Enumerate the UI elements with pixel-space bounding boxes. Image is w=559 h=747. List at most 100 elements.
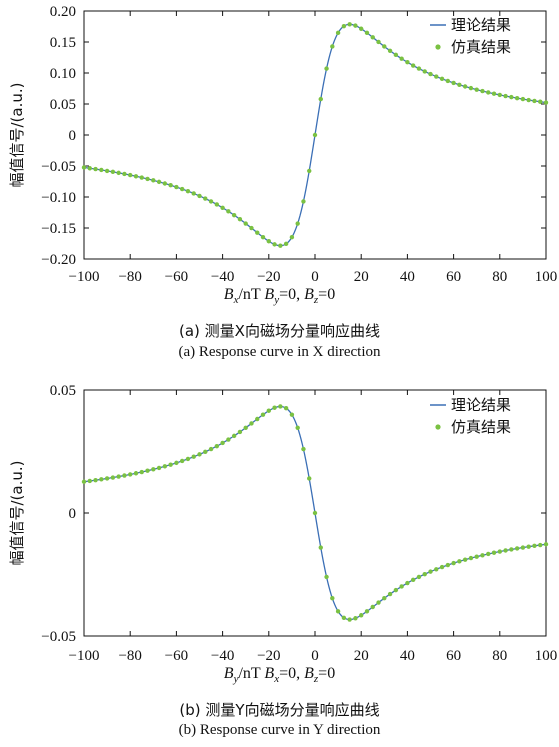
chart-a-sim-point [260,234,266,240]
chart-b-svg: −100 −80 −60 −40 −20 0 20 40 60 80 100 0.05 0 −0.05 幅值… [8,383,558,664]
chart-b-sim-point [520,545,526,550]
chart-a-sim-point [133,174,139,179]
chart-a-x-tick-label: −20 [257,269,280,285]
chart-b-sim-point [191,454,196,459]
chart-b-sim-point [81,479,87,484]
chart-b-sim-point [318,545,323,550]
chart-b-sim-point [174,460,179,466]
chart-b-sim-point [156,465,162,471]
chart-b-sim-point [104,476,110,481]
chart-a-sim-point [387,48,393,53]
chart-b-legend-marker-swatch [435,424,441,430]
chart-a-y-tick-label: −0.10 [41,190,76,206]
chart-b-sim-point [364,609,370,614]
chart-b-x-tick-label: 80 [492,648,507,664]
chart-b-x-tick-label: −80 [118,648,141,664]
chart-b-y-tick-label: 0 [69,506,77,522]
chart-b-sim-point [185,456,191,462]
chart-b-sim-point [382,596,387,601]
chart-b-sim-point [474,554,479,559]
chart-a-sim-point [353,23,358,28]
chart-b-sim-point [226,437,231,442]
chart-a-sim-point [468,85,474,91]
chart-b-sim-point [393,587,399,593]
chart-a-sim-point [509,94,514,100]
chart-a-sim-point [312,132,318,138]
chart-a-sim-point [243,221,248,226]
chart-a-sim-point [289,234,295,240]
chart-b-sim-point [203,449,208,455]
chart-b-x-tick-label: 60 [446,648,461,664]
chart-b-y-tick-label: 0.05 [50,383,76,399]
chart-a-x-tick-label: −80 [118,269,141,285]
chart-a-sim-point [145,176,150,182]
chart-a-sim-point [283,241,289,247]
chart-b-sim-point [87,478,92,484]
chart-b-sim-point [376,600,381,605]
chart-a-sim-point [457,82,462,87]
chart-b-x-tick-label: 0 [311,648,319,664]
chart-b-sim-point [243,425,248,430]
chart-a-y-tick-label: 0.05 [50,97,76,113]
chart-a-sim-point [301,199,306,204]
chart-b-sim-point [480,553,485,558]
chart-b-sim-point [451,560,456,566]
chart-a-sim-point [99,167,104,173]
chart-a-sim-point [87,166,92,171]
chart-a-sim-point [370,35,375,40]
chart-a-sim-point [139,175,144,180]
chart-a-sim-point [405,60,410,65]
chart-b-sim-point [491,550,497,555]
chart-b-sim-point [457,559,462,564]
chart-a-sim-point [526,97,531,103]
chart-a-sim-point [491,91,497,96]
chart-b-sim-point [399,584,404,589]
chart-a-sim-point [162,181,168,186]
chart-a-sim-point [376,39,381,45]
chart-b-x-tick-label: −60 [165,648,188,664]
chart-a-sim-point [278,243,283,248]
chart-a-legend-label-theory: 理论结果 [451,16,511,34]
chart-b-sim-point [122,473,127,478]
chart-a-sim-point [93,166,98,172]
chart-b-x-tick-label: 100 [535,648,558,664]
chart-b-sim-point [422,571,427,577]
chart-b-sim-point [462,557,468,562]
chart-b-sim-point [162,464,168,469]
chart-a-sim-point [191,191,196,196]
chart-a-y-tick-label: −0.20 [41,252,76,268]
chart-a-ylabel: 幅值信号/(a.u.) [8,83,26,188]
chart-a-sim-point [514,95,520,101]
chart-b-sim-point [278,404,283,409]
chart-a-sim-point [128,172,133,178]
chart-a-caption-en: (a) Response curve in X direction [178,344,381,360]
chart-a-y-tick-label: 0.15 [50,35,76,51]
chart-b-sim-point [410,577,416,583]
chart-b-sim-point [439,564,445,570]
chart-a-sim-point [462,84,468,89]
chart-a-sim-point [480,88,485,94]
chart-a-x-tick-label: 40 [400,269,415,285]
chart-a-sim-point [179,186,185,192]
chart-b-sim-point [445,562,451,568]
chart-b-sim-point [353,616,358,621]
chart-a-legend-marker-swatch [435,44,441,50]
chart-a-sim-point [324,66,329,71]
chart-a-sim-point [439,76,445,82]
chart-a-sim-point [451,80,456,86]
chart-b-sim-point [110,475,116,480]
chart-b-sim-point [497,549,502,554]
chart-a-sim-point [185,188,191,194]
chart-a-sim-point [104,168,110,174]
chart-b-sim-point [197,452,202,457]
chart-a-sim-point [335,30,341,36]
chart-b-sim-point [266,408,271,413]
chart-a-sim-point [168,183,173,188]
chart-a-xlabel: Bx/nT By=0, Bz=0 [223,286,336,307]
chart-a-sim-point [428,71,433,77]
chart-b-sim-point [543,542,549,547]
chart-b-sim-point [330,596,335,601]
chart-b-sim-point [347,617,352,622]
chart-a-sim-point [116,170,121,176]
chart-a-sim-point [497,92,502,98]
